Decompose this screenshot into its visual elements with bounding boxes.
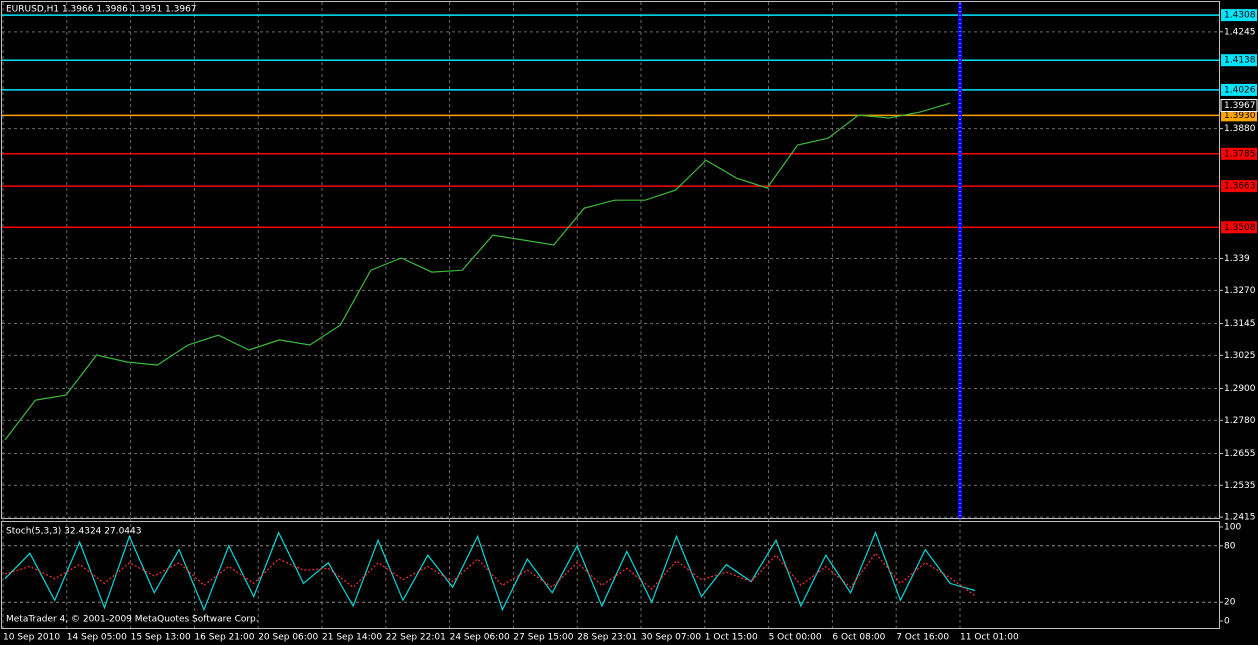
x-tick-label: 6 Oct 08:00: [832, 633, 885, 643]
indicator-title: Stoch(5,3,3) 32.4324 27.0443: [6, 527, 141, 537]
price-level-box: [1221, 54, 1257, 67]
price-level-label: 1.3785: [1224, 149, 1256, 159]
price-level-box: [1221, 180, 1257, 193]
y-tick-label: 0: [1224, 617, 1230, 627]
chart-title: EURUSD,H1 1.3966 1.3986 1.3951 1.3967: [6, 5, 197, 15]
x-tick-label: 10 Sep 2010: [3, 633, 60, 643]
series-line: [4, 102, 951, 441]
x-tick-label: 22 Sep 22:01: [386, 633, 446, 643]
x-tick-label: 21 Sep 14:00: [322, 633, 382, 643]
y-tick-label: 80: [1224, 541, 1236, 551]
price-level-box: [1221, 9, 1257, 22]
y-tick-label: 100: [1224, 523, 1241, 533]
price-level-label: 1.4138: [1224, 56, 1256, 66]
price-level-label: 1.4308: [1224, 11, 1256, 21]
price-level-box: [1221, 109, 1257, 122]
series-line: [4, 530, 976, 612]
price-level-box: [1221, 147, 1257, 160]
last-price-label: 1.3967: [1224, 101, 1256, 111]
y-tick-label: 1.4245: [1224, 27, 1256, 37]
x-tick-label: 28 Sep 23:01: [577, 633, 637, 643]
price-level-label: 1.4026: [1224, 85, 1256, 95]
y-tick-label: 20: [1224, 598, 1236, 608]
sub-frame: [1, 521, 1220, 629]
x-tick-label: 20 Sep 06:00: [258, 633, 318, 643]
x-tick-label: 30 Sep 07:00: [641, 633, 701, 643]
price-level-label: 1.3663: [1224, 182, 1256, 192]
x-tick-label: 15 Sep 13:00: [131, 633, 191, 643]
price-level-box: [1221, 221, 1257, 234]
y-tick-label: 1.2780: [1224, 416, 1256, 426]
x-tick-label: 7 Oct 16:00: [896, 633, 949, 643]
x-tick-label: 1 Oct 15:00: [705, 633, 758, 643]
main-frame: [1, 1, 1220, 519]
y-tick-label: 1.2655: [1224, 449, 1256, 459]
price-level-box: [1221, 83, 1257, 96]
x-tick-label: 11 Oct 01:00: [960, 633, 1019, 643]
y-tick-label: 1.339: [1224, 254, 1250, 264]
price-level-label: 1.3508: [1224, 223, 1256, 233]
y-tick-label: 1.3880: [1224, 124, 1256, 134]
y-tick-label: 1.3270: [1224, 286, 1256, 296]
x-tick-label: 16 Sep 21:00: [194, 633, 254, 643]
x-tick-label: 5 Oct 00:00: [769, 633, 822, 643]
x-tick-label: 27 Sep 15:00: [513, 633, 573, 643]
y-tick-label: 1.3145: [1224, 319, 1256, 329]
last-price-box: [1220, 99, 1258, 113]
price-level-label: 1.3930: [1224, 111, 1256, 121]
series-line: [4, 552, 976, 597]
x-tick-label: 14 Sep 05:00: [67, 633, 127, 643]
y-tick-label: 1.2900: [1224, 384, 1256, 394]
y-tick-label: 1.3025: [1224, 351, 1256, 361]
x-tick-label: 24 Sep 06:00: [450, 633, 510, 643]
y-tick-label: 1.2535: [1224, 481, 1256, 491]
copyright: MetaTrader 4, © 2001-2009 MetaQuotes Sof…: [6, 615, 259, 625]
y-tick-label: 1.2415: [1224, 513, 1256, 523]
